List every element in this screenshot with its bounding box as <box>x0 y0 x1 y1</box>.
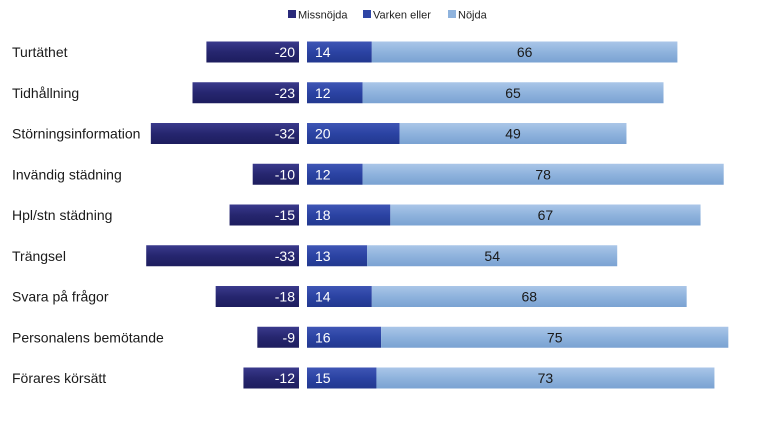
category-label-invandig-stadning: Invändig städning <box>12 166 122 182</box>
legend-swatch-varken-eller <box>363 10 371 18</box>
value-label-hpl-stn-stadning-nojda: 67 <box>538 207 554 223</box>
bar-trangsel-varken-eller <box>307 245 368 267</box>
value-label-turtathet-nojda: 66 <box>517 44 533 60</box>
value-label-trangsel-missnojda: -33 <box>275 248 295 264</box>
bar-invandig-stadning-varken-eller <box>307 163 363 185</box>
value-label-storningsinformation-missnojda: -32 <box>275 126 295 142</box>
bar-personalens-bemotande-nojda <box>381 326 729 348</box>
value-label-forares-korsatt-missnojda: -12 <box>275 370 295 386</box>
category-label-storningsinformation: Störningsinformation <box>12 126 140 142</box>
value-label-personalens-bemotande-nojda: 75 <box>547 329 563 345</box>
bar-invandig-stadning-missnojda <box>252 163 299 185</box>
bar-storningsinformation-varken-eller <box>307 123 400 144</box>
legend-label-varken-eller: Varken eller <box>373 10 431 22</box>
bar-tidhallning-varken-eller <box>307 82 363 104</box>
legend-label-missnojda: Missnöjda <box>298 10 348 22</box>
category-label-forares-korsatt: Förares körsätt <box>12 370 106 386</box>
value-label-storningsinformation-nojda: 49 <box>505 126 521 142</box>
legend-swatch-missnojda <box>288 10 296 18</box>
category-label-personalens-bemotande: Personalens bemötande <box>12 329 164 345</box>
category-label-trangsel: Trängsel <box>12 248 66 264</box>
bar-storningsinformation-nojda <box>399 123 627 144</box>
value-label-forares-korsatt-nojda: 73 <box>538 370 554 386</box>
bar-forares-korsatt-missnojda <box>243 367 299 389</box>
value-label-turtathet-missnojda: -20 <box>275 44 295 60</box>
bar-storningsinformation-missnojda <box>150 123 299 144</box>
bar-turtathet-nojda <box>371 41 678 63</box>
value-label-personalens-bemotande-missnojda: -9 <box>283 329 296 345</box>
value-label-trangsel-nojda: 54 <box>484 248 500 264</box>
bar-turtathet-missnojda <box>206 41 299 63</box>
value-label-svara-pa-fragor-nojda: 68 <box>521 289 537 305</box>
value-label-svara-pa-fragor-varken-eller: 14 <box>315 289 331 305</box>
value-label-invandig-stadning-varken-eller: 12 <box>315 166 331 182</box>
value-label-svara-pa-fragor-missnojda: -18 <box>275 289 295 305</box>
legend-swatch-nojda <box>448 10 456 18</box>
value-label-trangsel-varken-eller: 13 <box>315 248 331 264</box>
value-label-invandig-stadning-nojda: 78 <box>535 166 551 182</box>
category-label-turtathet: Turtäthet <box>12 44 68 60</box>
category-label-svara-pa-fragor: Svara på frågor <box>12 289 109 305</box>
bar-svara-pa-fragor-nojda <box>371 286 687 307</box>
bar-hpl-stn-stadning-missnojda <box>229 204 299 226</box>
bar-forares-korsatt-varken-eller <box>307 367 377 389</box>
category-label-hpl-stn-stadning: Hpl/stn städning <box>12 207 112 223</box>
bar-hpl-stn-stadning-varken-eller <box>307 204 391 226</box>
legend-label-nojda: Nöjda <box>458 10 488 22</box>
value-label-tidhallning-nojda: 65 <box>505 85 521 101</box>
bar-svara-pa-fragor-varken-eller <box>307 286 372 307</box>
value-label-personalens-bemotande-varken-eller: 16 <box>315 329 331 345</box>
value-label-turtathet-varken-eller: 14 <box>315 44 331 60</box>
bar-svara-pa-fragor-missnojda <box>215 286 299 307</box>
value-label-invandig-stadning-missnojda: -10 <box>275 166 295 182</box>
chart-rows: Turtäthet -20 14 66 Tidhållning -23 12 65 Störni… <box>12 41 729 389</box>
value-label-forares-korsatt-varken-eller: 15 <box>315 370 331 386</box>
value-label-tidhallning-missnojda: -23 <box>275 85 295 101</box>
value-label-hpl-stn-stadning-missnojda: -15 <box>275 207 295 223</box>
bar-hpl-stn-stadning-nojda <box>390 204 701 226</box>
bar-trangsel-missnojda <box>146 245 299 267</box>
category-label-tidhallning: Tidhållning <box>12 85 79 101</box>
legend: Missnöjda Varken eller Nöjda <box>288 10 488 22</box>
bar-turtathet-varken-eller <box>307 41 372 63</box>
value-label-hpl-stn-stadning-varken-eller: 18 <box>315 207 331 223</box>
bar-tidhallning-nojda <box>362 82 664 104</box>
bar-forares-korsatt-nojda <box>376 367 715 389</box>
bar-personalens-bemotande-missnojda <box>257 326 299 348</box>
bar-invandig-stadning-nojda <box>362 163 724 185</box>
bar-tidhallning-missnojda <box>192 82 299 104</box>
value-label-tidhallning-varken-eller: 12 <box>315 85 331 101</box>
bar-personalens-bemotande-varken-eller <box>307 326 382 348</box>
bar-trangsel-nojda <box>367 245 618 267</box>
value-label-storningsinformation-varken-eller: 20 <box>315 126 331 142</box>
